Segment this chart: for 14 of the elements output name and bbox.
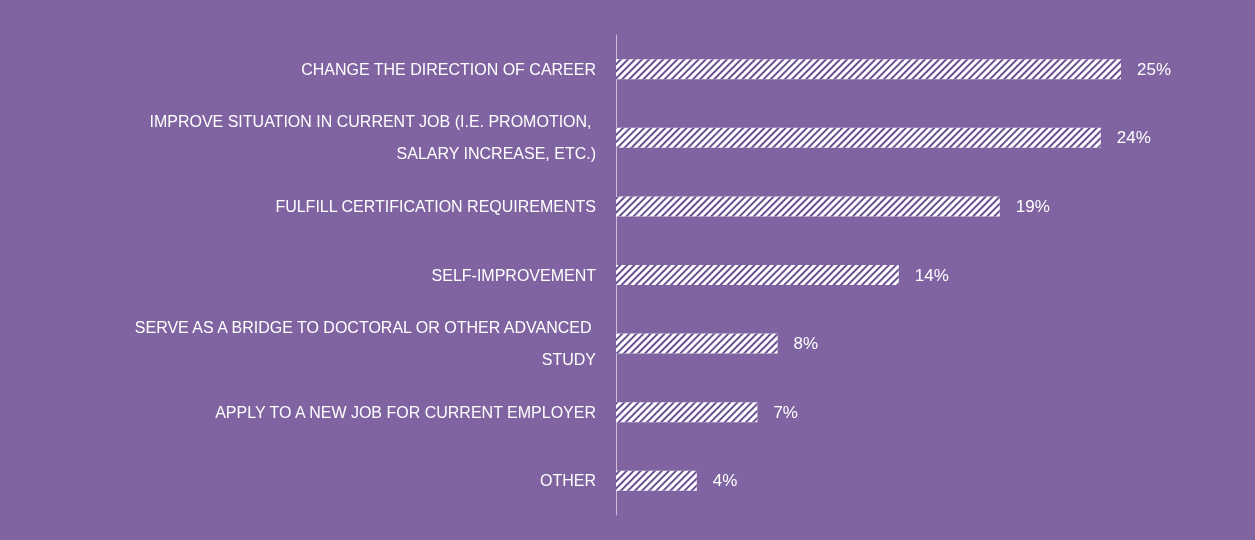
y-tick-label: OTHER	[540, 472, 596, 490]
y-tick-label: SERVE AS A BRIDGE TO DOCTORAL OR OTHER ADVANCED STUDY	[134, 319, 597, 369]
y-tick-label: APPLY TO A NEW JOB FOR CURRENT EMPLOYER	[215, 403, 596, 421]
data-label: 19%	[1015, 196, 1050, 216]
data-label: 4%	[712, 471, 738, 491]
data-label: 7%	[773, 402, 798, 422]
y-tick-label: CHANGE THE DIRECTION OF CAREER	[301, 60, 596, 78]
y-tick-label: SELF-IMPROVEMENT	[431, 266, 597, 284]
data-label: 14%	[914, 265, 949, 285]
y-tick-label: FULFILL CERTIFICATION REQUIREMENTS	[275, 197, 596, 215]
data-label: 24%	[1116, 128, 1151, 148]
y-tick-label: IMPROVE SITUATION IN CURRENT JOB (I.E. PROMOTION, SALARY INCREASE, ETC.)	[149, 113, 596, 163]
data-label: 25%	[1137, 59, 1172, 79]
data-label: 8%	[793, 334, 819, 354]
